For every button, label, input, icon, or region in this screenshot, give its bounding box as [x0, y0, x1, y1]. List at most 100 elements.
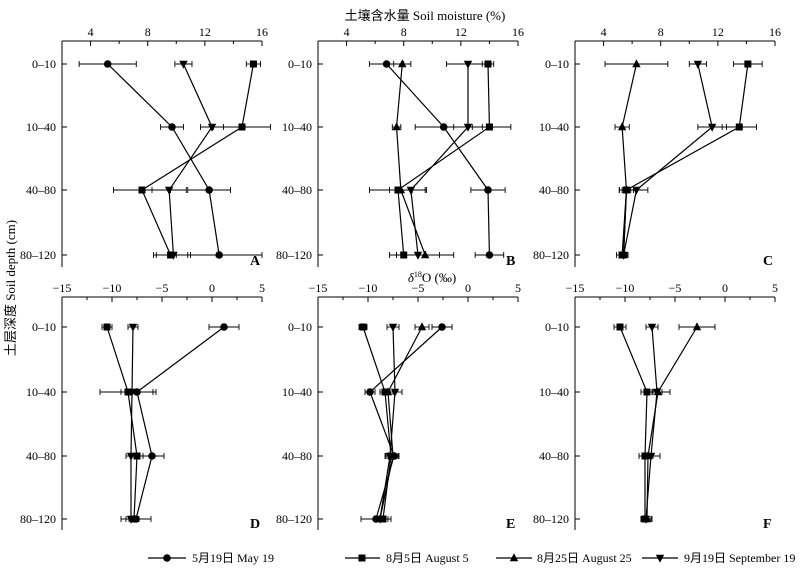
series-circle: [368, 60, 506, 259]
series-line: [107, 63, 220, 256]
y-tick-label: 0–10: [288, 320, 312, 334]
y-tick-label: 10–40: [539, 385, 569, 399]
data-point-triangle-down: [463, 60, 473, 69]
data-point-circle: [485, 251, 494, 259]
data-point-triangle-down: [413, 251, 423, 260]
data-point-triangle-up: [392, 122, 401, 131]
data-point-triangle-down: [164, 186, 174, 195]
legend-marker-circle: [163, 554, 171, 562]
data-point-circle: [103, 60, 112, 68]
series-triangle-down: [374, 323, 403, 524]
y-tick-label: 0–10: [32, 320, 56, 334]
data-point-circle: [439, 123, 448, 131]
data-point-square: [238, 123, 246, 131]
x-tick-label: 0: [722, 281, 728, 295]
panel-label: D: [250, 517, 260, 532]
y-tick-label: 40–80: [26, 449, 56, 463]
panel-label: C: [763, 254, 773, 269]
data-point-triangle-down: [388, 323, 398, 332]
data-point-triangle-down: [641, 515, 651, 524]
data-point-circle: [205, 186, 213, 194]
series-line: [362, 326, 392, 520]
x-tick-label: −10: [359, 281, 378, 295]
x-tick-label: −10: [103, 281, 122, 295]
y-tick-label: 40–80: [26, 183, 56, 197]
data-point-circle: [148, 452, 156, 460]
x-tick-label: 12: [199, 25, 211, 39]
y-tick-label: 0–10: [545, 320, 569, 334]
data-point-triangle-down: [646, 452, 656, 461]
legend-label-aug5: 8月5日 August 5: [386, 551, 469, 565]
data-point-triangle-down: [707, 123, 717, 132]
legend-item-aug5: 8月5日 August 5: [345, 551, 469, 565]
y-tick-label: 80–120: [276, 512, 312, 526]
data-point-square: [735, 123, 743, 131]
legend-marker-triangle-down: [655, 554, 665, 563]
data-point-triangle-up: [417, 322, 427, 331]
legend-item-may19: 5月19日 May 19: [148, 551, 274, 565]
x-tick-label: 16: [769, 25, 781, 39]
data-point-circle: [382, 60, 391, 68]
y-tick-label: 0–10: [288, 57, 312, 71]
data-point-triangle-down: [385, 452, 395, 461]
panel-A: 4 8 12 16 0–10 10–40 40–80 80–120 A: [20, 25, 272, 269]
series-triangle-down: [640, 323, 663, 524]
legend-marker-shape: [163, 554, 171, 562]
series-triangle-down: [151, 60, 224, 260]
series-line: [379, 326, 423, 520]
series-line: [619, 326, 648, 519]
x-tick-label: −5: [156, 281, 169, 295]
y-tick-label: 0–10: [32, 57, 56, 71]
legend-label-sep19: 9月19日 September 19: [684, 551, 795, 565]
series-line: [621, 63, 638, 256]
panel-label: A: [250, 254, 261, 269]
series-line: [130, 326, 134, 519]
panel-label: F: [763, 517, 772, 532]
bottom-axis-title-sup: 18: [414, 270, 422, 279]
data-point-square: [249, 60, 257, 68]
x-tick-label: 5: [259, 281, 265, 295]
x-tick-label: 12: [455, 25, 467, 39]
legend-marker-square: [358, 554, 366, 562]
series-line: [106, 326, 138, 520]
data-point-square: [138, 186, 146, 194]
x-tick-label: −5: [669, 281, 682, 295]
data-point-triangle-down: [169, 251, 178, 260]
x-tick-label: 5: [772, 281, 778, 295]
legend-marker-shape: [509, 553, 519, 562]
data-point-square: [485, 123, 493, 131]
legend-item-sep19: 9月19日 September 19: [642, 551, 795, 565]
y-tick-label: 10–40: [26, 120, 56, 134]
bottom-axis-title-delta: δ: [408, 270, 415, 285]
data-point-triangle-up: [692, 322, 702, 331]
data-point-triangle-down: [647, 323, 657, 332]
y-axis-title: 土层深度 Soil depth (cm): [3, 220, 18, 356]
series-triangle-down: [618, 60, 727, 260]
data-point-circle: [220, 323, 228, 331]
y-tick-label: 10–40: [282, 385, 312, 399]
y-tick-label: 80–120: [20, 248, 56, 262]
data-point-triangle-down: [406, 186, 416, 195]
series-line: [168, 63, 213, 256]
y-tick-label: 80–120: [533, 512, 569, 526]
legend-marker-triangle-up: [509, 553, 519, 562]
data-point-square: [133, 452, 141, 460]
y-tick-label: 40–80: [282, 183, 312, 197]
panel-C: 4 8 12 16 0–10 10–40 40–80 80–120 C: [533, 25, 781, 269]
series-circle: [360, 323, 453, 523]
series-line: [397, 63, 491, 256]
x-tick-label: −15: [309, 281, 328, 295]
y-tick-label: 40–80: [539, 183, 569, 197]
legend: 5月19日 May 19 8月5日 August 5 8月25日 August …: [148, 551, 795, 565]
series-circle: [78, 60, 263, 259]
data-point-triangle-down: [128, 323, 138, 332]
data-point-circle: [168, 123, 176, 131]
panel-label: B: [506, 254, 515, 269]
panel-F: −15 −10 −5 0 5 0–10 10–40 40–80 80–120 F: [533, 281, 778, 532]
x-tick-label: −15: [566, 281, 585, 295]
y-tick-label: 80–120: [276, 248, 312, 262]
x-tick-label: 8: [145, 25, 151, 39]
data-point-triangle-down: [207, 123, 217, 132]
x-tick-label: 4: [344, 25, 350, 39]
